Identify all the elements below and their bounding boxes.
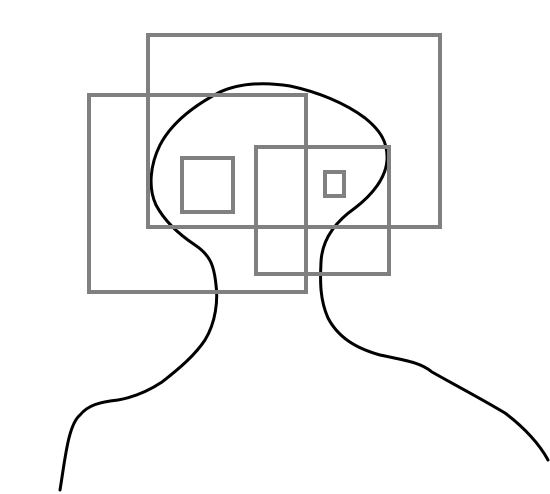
large-box: [146, 33, 442, 229]
head-shoulders-outline: [58, 82, 550, 492]
tiny-box: [323, 170, 346, 198]
small-square-box: [180, 156, 235, 214]
left-box: [87, 93, 308, 294]
right-box: [254, 145, 391, 276]
